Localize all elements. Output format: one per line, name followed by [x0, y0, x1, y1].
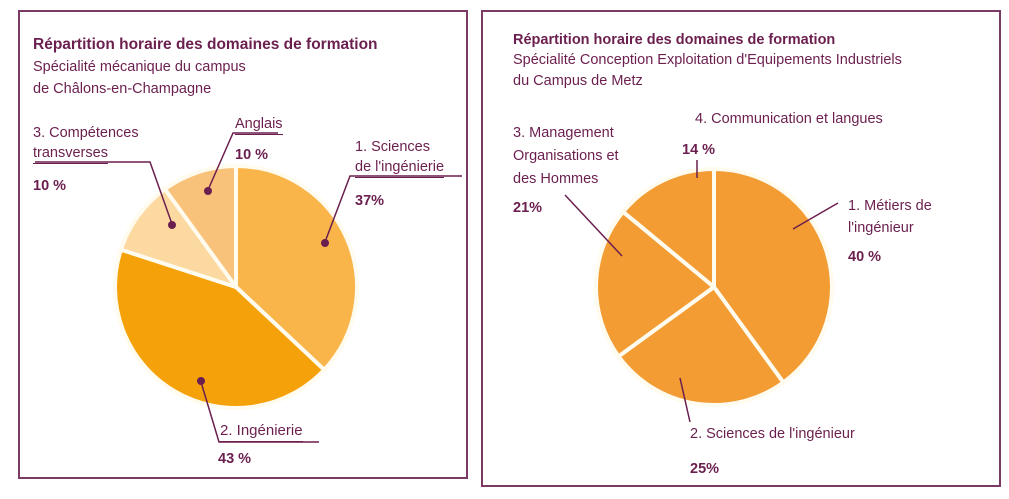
- leader-line-metiers: [792, 202, 839, 230]
- value-management: 21%: [513, 200, 543, 216]
- value-anglais: 10 %: [235, 147, 269, 163]
- leader-lines: [35, 132, 839, 443]
- dot-ingenierie: [197, 377, 205, 385]
- label-management-2: Organisations et: [513, 148, 619, 164]
- pie-slice-left-4: [162, 164, 238, 289]
- leader-line-management: [564, 194, 623, 257]
- chart-subtitle-left-2: de Châlons-en-Champagne: [33, 81, 212, 97]
- pie-slice-right-3: [594, 209, 716, 359]
- label-anglais: Anglais: [235, 115, 283, 135]
- label-competences-1: 3. Compétences: [33, 125, 139, 141]
- label-metiers-1: 1. Métiers de: [848, 198, 932, 214]
- value-ingenierie: 43 %: [218, 451, 252, 467]
- right-panel: [481, 10, 1001, 487]
- label-competences-2: transverses: [33, 144, 108, 164]
- value-competences: 10 %: [33, 178, 67, 194]
- value-communication: 14 %: [682, 142, 716, 158]
- leader-line-anglais: [207, 132, 278, 191]
- pie-chart-right: [594, 167, 834, 407]
- value-sciences: 37%: [355, 193, 385, 209]
- label-management-3: des Hommes: [513, 171, 599, 187]
- chart-title-left: Répartition horaire des domaines de form…: [33, 36, 378, 53]
- label-metiers-2: l'ingénieur: [848, 220, 914, 236]
- dot-sciences: [321, 239, 329, 247]
- leader-line-sciences-ingenieur: [679, 377, 691, 423]
- leader-dots: [168, 187, 329, 385]
- chart-title-right: Répartition horaire des domaines de form…: [513, 32, 836, 48]
- pie-slice-left-1: [234, 164, 359, 372]
- label-ingenierie: 2. Ingénierie: [220, 422, 303, 442]
- pie-chart-left: [113, 164, 359, 410]
- dot-anglais: [204, 187, 212, 195]
- label-management-1: 3. Management: [513, 125, 614, 141]
- chart-subtitle-left-1: Spécialité mécanique du campus: [33, 59, 246, 75]
- label-sciences-2: de l'ingénierie: [355, 158, 445, 178]
- pie-slice-left-2: [113, 247, 327, 410]
- leader-line-competences: [35, 161, 173, 225]
- leader-line-sciences: [324, 175, 462, 243]
- pie-slice-right-4: [621, 167, 716, 289]
- left-panel: [18, 10, 468, 479]
- leader-line-ingenierie: [200, 381, 319, 443]
- pie-slice-right-2: [616, 285, 786, 407]
- value-metiers: 40 %: [848, 249, 882, 265]
- label-communication: 4. Communication et langues: [695, 111, 883, 127]
- chart-subtitle-right-1: Spécialité Conception Exploitation d'Equ…: [513, 52, 902, 68]
- label-sciences-1: 1. Sciences: [355, 139, 430, 155]
- pie-slice-right-1: [712, 167, 834, 385]
- chart-subtitle-right-2: du Campus de Metz: [513, 73, 643, 89]
- value-sciences-ingenieur: 25%: [690, 461, 720, 477]
- label-sciences-ingenieur: 2. Sciences de l'ingénieur: [690, 426, 855, 442]
- dot-competences: [168, 221, 176, 229]
